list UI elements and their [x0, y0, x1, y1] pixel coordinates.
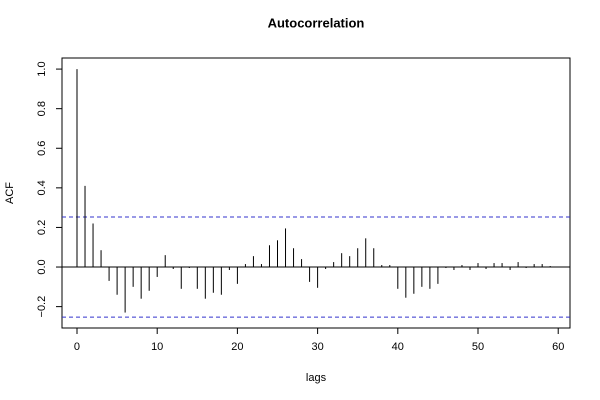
plot-frame	[61, 57, 571, 329]
x-tick-label: 10	[151, 341, 163, 353]
y-tick-label: 1.0	[36, 61, 48, 76]
y-axis-label: ACF	[4, 182, 16, 204]
y-tick-label: −0.2	[36, 296, 48, 318]
x-tick-label: 20	[231, 341, 243, 353]
x-axis-label: lags	[306, 372, 327, 384]
x-tick-label: 40	[392, 341, 404, 353]
x-tick-label: 60	[552, 341, 564, 353]
y-tick-label: 0.8	[36, 101, 48, 116]
chart-title: Autocorrelation	[268, 15, 365, 30]
y-tick-label: 0.2	[36, 220, 48, 235]
x-tick-label: 0	[74, 341, 80, 353]
x-tick-label: 50	[472, 341, 484, 353]
y-tick-label: 0.4	[36, 180, 48, 195]
x-tick-label: 30	[311, 341, 323, 353]
y-tick-label: 0.6	[36, 141, 48, 156]
y-tick-label: 0.0	[36, 259, 48, 274]
